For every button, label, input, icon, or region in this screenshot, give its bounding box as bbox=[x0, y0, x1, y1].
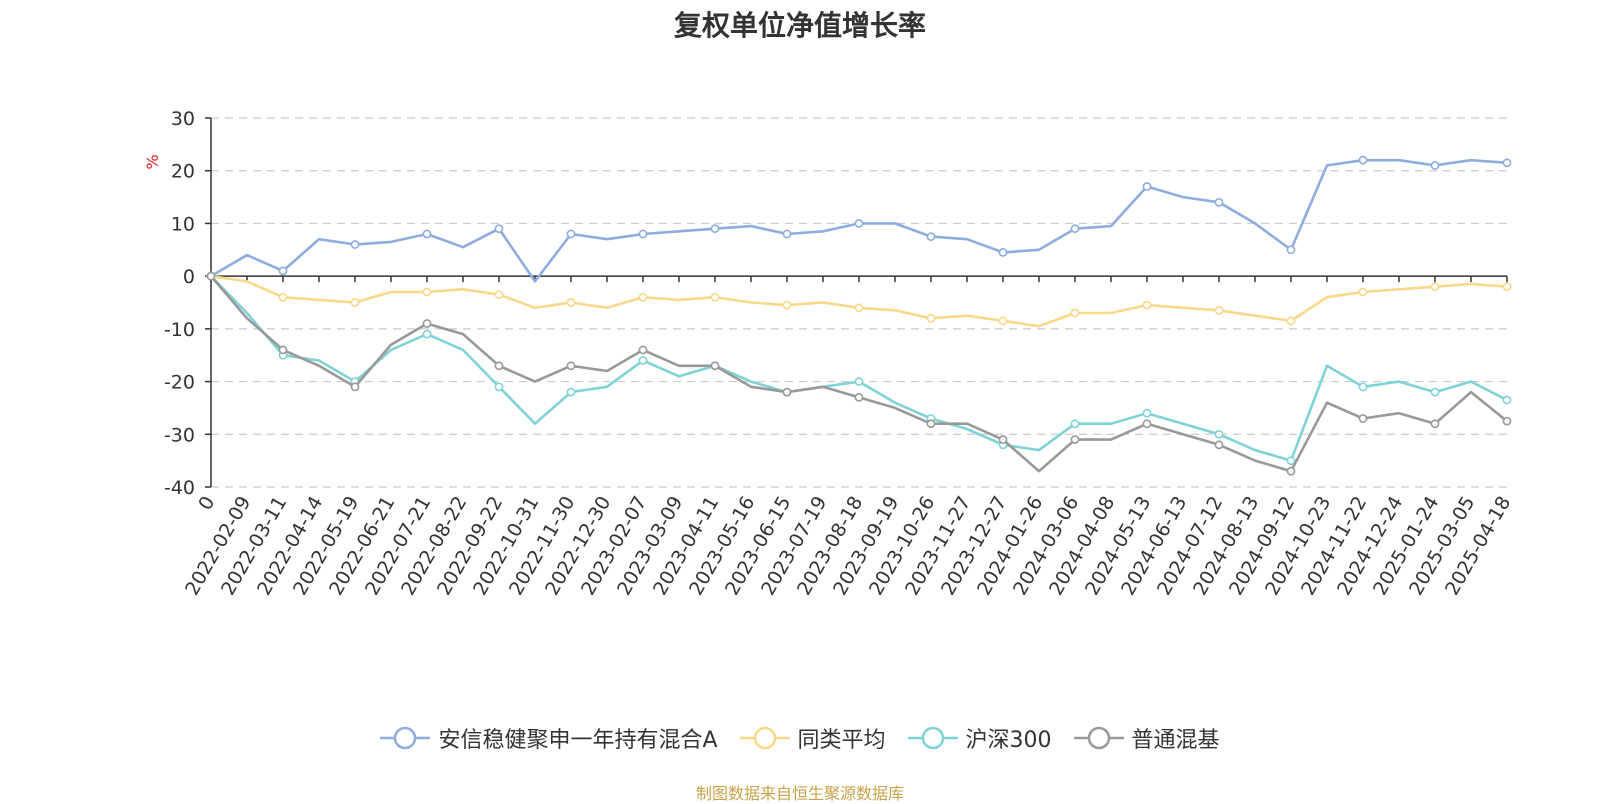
data-point bbox=[422, 329, 432, 339]
legend-item-peer-average[interactable]: 同类平均 bbox=[739, 722, 886, 754]
data-point bbox=[350, 382, 360, 392]
data-point bbox=[1142, 182, 1152, 191]
data-point bbox=[854, 392, 864, 402]
x-tick-label: 0 bbox=[194, 493, 219, 514]
data-point bbox=[926, 232, 936, 242]
data-point bbox=[782, 387, 792, 397]
data-point bbox=[926, 419, 936, 429]
legend-item-fund[interactable]: 安信稳健聚申一年持有混合A bbox=[380, 722, 718, 754]
data-point bbox=[998, 248, 1008, 257]
series-line bbox=[210, 274, 1508, 328]
data-point bbox=[206, 271, 216, 281]
data-point bbox=[854, 303, 864, 313]
data-point bbox=[1502, 395, 1512, 405]
data-point bbox=[1286, 456, 1296, 466]
data-point bbox=[638, 356, 648, 365]
data-point bbox=[494, 290, 504, 299]
legend-line-circle-icon bbox=[907, 726, 958, 750]
data-point bbox=[710, 292, 720, 302]
legend-line-circle-icon bbox=[380, 726, 431, 750]
data-point bbox=[710, 224, 720, 234]
series-3 bbox=[206, 271, 1512, 476]
data-point bbox=[1430, 419, 1440, 429]
data-point bbox=[494, 382, 504, 392]
data-point bbox=[926, 313, 936, 323]
data-point bbox=[638, 345, 648, 355]
data-point bbox=[350, 240, 360, 249]
line-chart: 3020100-10-20-30-4002022-02-092022-03-11… bbox=[143, 108, 1515, 599]
data-point bbox=[1142, 300, 1152, 310]
data-point bbox=[494, 361, 504, 371]
data-point bbox=[1358, 414, 1368, 423]
data-point bbox=[1214, 306, 1224, 315]
data-point bbox=[278, 345, 288, 355]
legend-item-mixed-fund[interactable]: 普通混基 bbox=[1073, 722, 1220, 754]
data-point bbox=[566, 298, 576, 307]
data-point bbox=[1142, 419, 1152, 429]
data-point bbox=[1502, 416, 1512, 426]
series-0 bbox=[206, 155, 1512, 283]
y-tick-label: -30 bbox=[164, 424, 195, 446]
data-point bbox=[1070, 308, 1080, 318]
y-tick-label: -40 bbox=[164, 477, 195, 499]
data-point bbox=[566, 361, 576, 371]
legend: 安信稳健聚申一年持有混合A 同类平均 沪深300 普通混基 bbox=[0, 722, 1600, 754]
legend-label: 沪深300 bbox=[965, 728, 1052, 753]
data-point bbox=[854, 377, 864, 386]
data-point bbox=[1070, 435, 1080, 444]
data-point bbox=[1502, 158, 1512, 168]
y-axis-unit: % bbox=[143, 154, 162, 169]
data-point bbox=[1358, 287, 1368, 297]
data-point bbox=[1142, 408, 1152, 418]
y-tick-label: -10 bbox=[164, 319, 195, 341]
data-point bbox=[1286, 245, 1296, 255]
legend-label: 普通混基 bbox=[1131, 728, 1220, 753]
data-point bbox=[1286, 316, 1296, 326]
data-point bbox=[278, 292, 288, 302]
data-point bbox=[1502, 282, 1512, 292]
data-point bbox=[422, 229, 432, 239]
data-point bbox=[566, 229, 576, 239]
data-point bbox=[1430, 161, 1440, 170]
data-point bbox=[422, 319, 432, 328]
data-point bbox=[782, 300, 792, 310]
data-point bbox=[1430, 282, 1440, 292]
legend-label: 同类平均 bbox=[797, 728, 886, 753]
series-2 bbox=[206, 271, 1512, 466]
data-point bbox=[1358, 382, 1368, 392]
data-point bbox=[494, 224, 504, 234]
data-point bbox=[1286, 466, 1296, 476]
y-tick-label: 0 bbox=[183, 266, 195, 288]
axis-layer: 3020100-10-20-30-4002022-02-092022-03-11… bbox=[164, 108, 1515, 599]
data-point bbox=[1358, 155, 1368, 165]
data-point bbox=[638, 229, 648, 239]
source-note: 制图数据来自恒生聚源数据库 bbox=[695, 784, 904, 803]
data-point bbox=[278, 266, 288, 276]
y-tick-label: 30 bbox=[171, 108, 195, 130]
y-tick-label: 20 bbox=[171, 161, 195, 183]
data-point bbox=[710, 361, 720, 371]
data-point bbox=[998, 316, 1008, 326]
data-point bbox=[854, 219, 864, 228]
data-point bbox=[998, 435, 1008, 444]
data-point bbox=[638, 292, 648, 302]
y-tick-label: 10 bbox=[171, 213, 195, 235]
data-point bbox=[1214, 197, 1224, 207]
data-point bbox=[782, 229, 792, 239]
data-point bbox=[1070, 419, 1080, 429]
chart-title: 复权单位净值增长率 bbox=[673, 9, 926, 42]
series-layer bbox=[206, 155, 1512, 476]
y-tick-label: -20 bbox=[164, 372, 195, 394]
data-point bbox=[1214, 440, 1224, 450]
data-point bbox=[1070, 224, 1080, 234]
data-point bbox=[1430, 387, 1440, 397]
data-point bbox=[422, 287, 432, 297]
legend-item-csi300[interactable]: 沪深300 bbox=[907, 722, 1052, 754]
legend-label: 安信稳健聚申一年持有混合A bbox=[438, 728, 718, 753]
legend-line-circle-icon bbox=[739, 726, 790, 750]
data-point bbox=[350, 298, 360, 307]
legend-line-circle-icon bbox=[1073, 726, 1124, 750]
data-point bbox=[566, 387, 576, 397]
data-point bbox=[1214, 429, 1224, 439]
